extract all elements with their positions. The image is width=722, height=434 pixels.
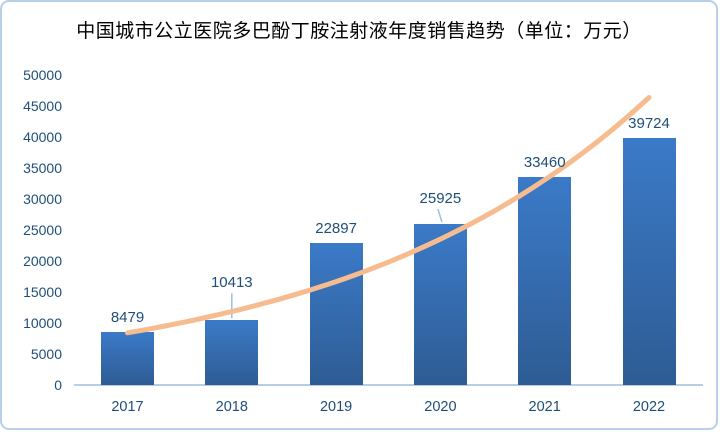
x-axis-category-label: 2020 (424, 399, 457, 415)
y-axis-tick-label: 10000 (23, 314, 62, 331)
y-axis-tick-label: 45000 (23, 97, 62, 114)
data-label-2018: 10413 (210, 274, 253, 292)
data-label-2017: 8479 (110, 309, 145, 327)
y-axis-tick-label: 30000 (23, 190, 62, 207)
y-axis-tick-label: 25000 (23, 221, 62, 238)
bar-2022 (622, 138, 676, 385)
y-axis-tick-label: 5000 (30, 345, 62, 362)
label-leader-line (437, 208, 443, 223)
data-label-2021: 33460 (523, 154, 566, 172)
data-label-2019: 22897 (315, 219, 357, 237)
data-label-2022: 39724 (628, 115, 670, 133)
bar-2021 (518, 177, 572, 385)
y-axis-tick-label: 20000 (23, 252, 62, 269)
y-axis-tick-label: 0 (54, 377, 62, 393)
y-axis-tick-label: 50000 (23, 66, 62, 83)
bar-2019 (309, 242, 363, 385)
y-axis-tick-label: 15000 (23, 283, 62, 300)
x-axis-line (74, 384, 703, 386)
x-axis-category-label: 2022 (632, 399, 666, 415)
data-label-2020: 25925 (419, 190, 462, 207)
bar-2018 (205, 320, 259, 385)
x-axis-category-label: 2019 (319, 399, 353, 415)
chart-title: 中国城市公立医院多巴酚丁胺注射液年度销售趋势（单位：万元） (76, 21, 642, 42)
bar-2020 (413, 224, 467, 385)
y-axis-tick-label: 40000 (23, 128, 62, 145)
x-axis-category-label: 2017 (111, 399, 144, 415)
y-axis-tick-label: 35000 (23, 159, 62, 176)
x-axis-category-label: 2018 (215, 399, 248, 415)
plot-area: 0 5000 10000 15000 20000 25000 30000 35000 40000… (2, 2, 716, 428)
bar-2017 (101, 332, 154, 385)
x-axis-category-label: 2021 (528, 399, 561, 415)
